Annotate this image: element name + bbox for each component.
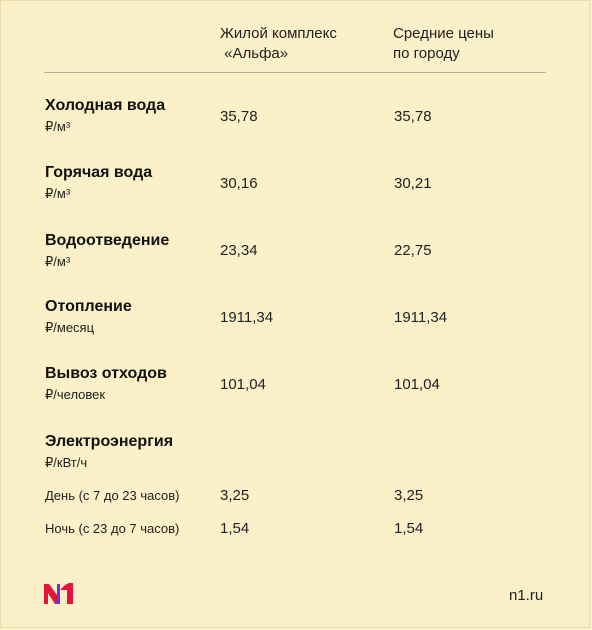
header-divider	[44, 72, 546, 73]
row-name: Электроэнергия	[45, 433, 174, 450]
row-unit: ₽/м³	[45, 119, 71, 134]
row-label-waste-removal: Вывоз отходов ₽/человек	[45, 364, 167, 403]
row-label-drainage: Водоотведение ₽/м³	[45, 231, 169, 270]
value-city-waste-removal: 101,04	[394, 376, 440, 393]
row-name: Водоотведение	[45, 232, 170, 249]
value-alpha-hot-water: 30,16	[220, 175, 258, 192]
value-alpha-electricity-day: 3,25	[220, 487, 250, 504]
value-alpha-waste-removal: 101,04	[220, 376, 266, 393]
site-url: n1.ru	[509, 587, 544, 604]
row-name: Холодная вода	[45, 97, 166, 114]
value-alpha-heating: 1911,34	[220, 309, 274, 326]
column-header-city-line2: по городу	[393, 45, 460, 62]
value-alpha-cold-water: 35,78	[220, 108, 258, 125]
column-header-alpha-line2: «Альфа»	[220, 45, 289, 62]
value-city-drainage: 22,75	[394, 242, 432, 259]
value-city-electricity-night: 1,54	[394, 520, 424, 537]
value-city-hot-water: 30,21	[394, 175, 432, 192]
column-header-city: Средние цены по городу	[393, 24, 494, 64]
electricity-day-label: День (с 7 до 23 часов)	[45, 488, 180, 503]
row-unit: ₽/м³	[45, 186, 71, 201]
row-label-electricity: Электроэнергия ₽/кВт/ч	[45, 432, 173, 471]
electricity-night-label: Ночь (с 23 до 7 часов)	[45, 521, 180, 536]
value-city-heating: 1911,34	[394, 309, 448, 326]
row-label-heating: Отопление ₽/месяц	[45, 297, 132, 336]
column-header-alpha: Жилой комплекс «Альфа»	[220, 24, 337, 64]
row-unit: ₽/кВт/ч	[45, 455, 88, 470]
row-name: Отопление	[45, 298, 132, 315]
value-alpha-electricity-night: 1,54	[220, 520, 250, 537]
row-unit: ₽/м³	[45, 254, 71, 269]
value-alpha-drainage: 23,34	[220, 242, 258, 259]
value-city-electricity-day: 3,25	[394, 487, 424, 504]
row-label-cold-water: Холодная вода ₽/м³	[45, 96, 165, 135]
row-name: Вывоз отходов	[45, 365, 167, 382]
row-unit: ₽/месяц	[45, 320, 95, 335]
column-header-alpha-line1: Жилой комплекс	[220, 25, 337, 42]
column-header-city-line1: Средние цены	[393, 25, 494, 42]
row-label-hot-water: Горячая вода ₽/м³	[45, 163, 152, 202]
value-city-cold-water: 35,78	[394, 108, 432, 125]
row-unit: ₽/человек	[45, 387, 106, 402]
n1-logo	[44, 583, 73, 604]
row-name: Горячая вода	[45, 164, 153, 181]
